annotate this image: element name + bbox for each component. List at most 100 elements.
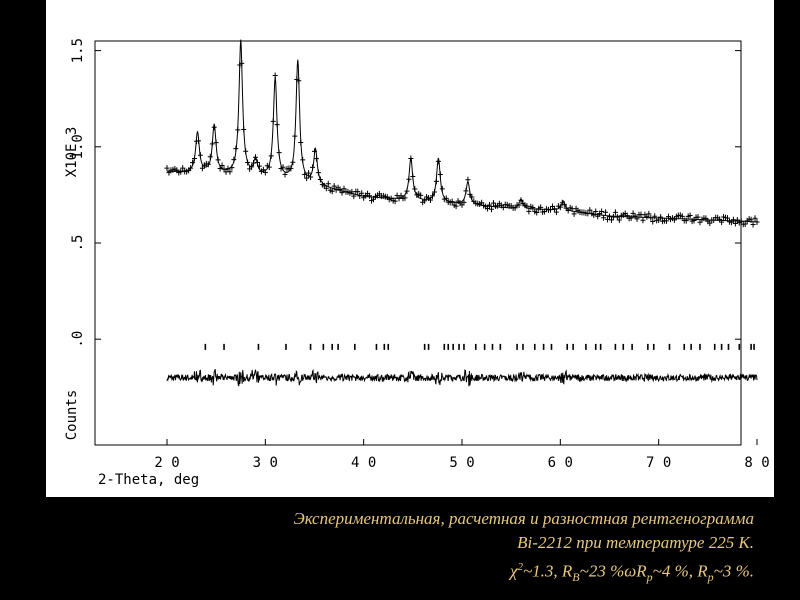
- observed-point: [752, 215, 758, 222]
- observed-point: [599, 208, 605, 215]
- observed-point: [274, 121, 280, 128]
- observed-point: [732, 220, 738, 227]
- observed-point: [616, 217, 622, 224]
- observed-point: [449, 198, 455, 205]
- observed-point: [725, 215, 730, 222]
- observed-point: [526, 208, 532, 215]
- observed-point: [601, 214, 607, 221]
- observed-point: [164, 165, 170, 172]
- observed-point: [561, 201, 567, 208]
- observed-point: [551, 205, 557, 212]
- observed-point: [463, 187, 469, 194]
- observed-point: [404, 188, 410, 195]
- observed-point: [268, 152, 274, 159]
- observed-point: [469, 194, 475, 201]
- observed-point: [270, 118, 276, 125]
- observed-point: [487, 202, 493, 209]
- observed-point: [251, 159, 257, 166]
- observed-point: [412, 185, 418, 192]
- observed-point: [646, 210, 652, 217]
- observed-point: [188, 165, 194, 172]
- y-tick-labels: .0 .5 1.0 1.5: [70, 38, 86, 348]
- observed-point: [534, 209, 540, 216]
- observed-point: [276, 149, 282, 156]
- observed-point: [691, 217, 697, 224]
- observed-point: [516, 202, 522, 209]
- observed-point: [245, 159, 251, 166]
- observed-point: [254, 159, 260, 166]
- observed-point: [489, 206, 494, 213]
- axis-ticks: [95, 50, 758, 445]
- observed-point: [231, 156, 237, 163]
- caption-line-1: Экспериментальная, расчетная и разностна…: [293, 509, 754, 528]
- x-tick-labels: 2 0 3 0 4 0 5 0 6 0 7 0 8 0: [154, 455, 769, 471]
- observed-point: [410, 173, 416, 180]
- observed-point: [591, 211, 597, 218]
- observed-point: [603, 209, 609, 216]
- observed-point: [612, 209, 618, 216]
- y-tick-label-3: 1.5: [70, 38, 86, 63]
- y-tick-label-1: .5: [70, 235, 86, 252]
- observed-point: [392, 198, 398, 205]
- observed-point: [310, 164, 316, 171]
- observed-point: [296, 77, 302, 84]
- observed-point: [272, 72, 278, 79]
- observed-point: [465, 176, 471, 183]
- calculated-profile-line: [167, 39, 757, 223]
- observed-point: [548, 206, 553, 213]
- observed-point: [243, 148, 249, 155]
- observed-point: [241, 126, 247, 133]
- observed-point: [748, 216, 754, 223]
- observed-point: [239, 60, 245, 67]
- observed-point: [443, 195, 449, 202]
- observed-point: [671, 216, 677, 223]
- observed-point: [227, 168, 233, 175]
- observed-point: [288, 165, 294, 172]
- observed-point: [306, 170, 312, 177]
- observed-point: [262, 169, 268, 176]
- observed-point: [485, 205, 491, 212]
- observed-point: [300, 156, 306, 163]
- observed-point: [329, 188, 335, 195]
- x-tick-label-5: 7 0: [646, 455, 671, 471]
- observed-point: [687, 212, 693, 219]
- observed-point: [205, 161, 211, 168]
- observed-point: [461, 199, 467, 206]
- observed-point: [679, 213, 685, 220]
- observed-point: [524, 203, 530, 210]
- observed-point: [634, 215, 640, 222]
- observed-points: [164, 60, 760, 228]
- observed-point: [408, 155, 414, 162]
- y-tick-label-2: 1.0: [70, 134, 86, 159]
- observed-point: [219, 162, 225, 169]
- observed-point: [738, 218, 744, 225]
- observed-point: [325, 180, 331, 187]
- observed-point: [312, 148, 317, 155]
- observed-point: [315, 169, 321, 176]
- reflection-markers: [204, 343, 755, 350]
- observed-point: [422, 197, 428, 204]
- observed-point: [290, 159, 296, 166]
- x-axis-label: 2-Theta, deg: [98, 472, 199, 488]
- observed-point: [207, 153, 213, 160]
- observed-point: [437, 171, 443, 178]
- observed-point: [439, 185, 445, 192]
- observed-point: [266, 164, 272, 171]
- observed-point: [351, 193, 357, 200]
- observed-point: [652, 213, 658, 220]
- observed-point: [215, 156, 221, 163]
- observed-point: [195, 137, 201, 144]
- observed-point: [292, 133, 298, 140]
- observed-point: [229, 164, 235, 171]
- observed-point: [428, 196, 434, 203]
- observed-point: [648, 214, 654, 221]
- observed-point: [538, 204, 544, 211]
- observed-point: [518, 197, 524, 204]
- observed-point: [233, 145, 239, 152]
- figure-caption: Экспериментальная, расчетная и разностна…: [54, 507, 754, 589]
- observed-point: [282, 171, 288, 178]
- observed-point: [339, 189, 345, 196]
- observed-point: [209, 140, 215, 147]
